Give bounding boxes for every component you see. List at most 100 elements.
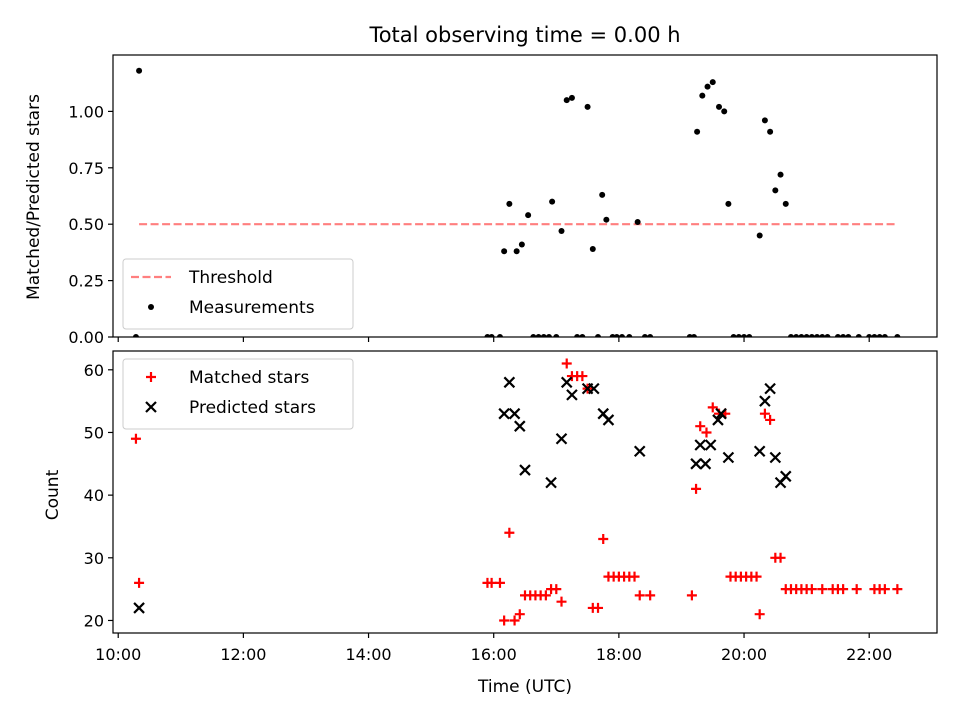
y-tick-label: 60 (84, 361, 104, 380)
data-point (715, 407, 727, 420)
data-point (595, 334, 602, 337)
data-point (613, 334, 620, 337)
data-point (793, 334, 800, 337)
data-point (556, 596, 567, 607)
data-point (866, 334, 873, 337)
data-point (699, 92, 706, 99)
data-point (709, 79, 716, 86)
x-tick-label: 10:00 (95, 645, 141, 664)
data-point (691, 483, 702, 494)
axes-frame (112, 350, 938, 634)
x-tick-label: 20:00 (721, 645, 767, 664)
x-tick-label: 12:00 (220, 645, 266, 664)
data-point (577, 371, 588, 382)
data-point (588, 382, 600, 395)
data-point (808, 334, 815, 337)
data-point (641, 334, 648, 337)
data-point (574, 334, 581, 337)
data-point (725, 200, 732, 207)
data-point (513, 248, 520, 255)
data-point (712, 414, 724, 426)
data-point (699, 458, 712, 470)
y-tick-label: 0.75 (68, 159, 104, 178)
data-point (519, 464, 531, 476)
data-point (561, 358, 572, 369)
data-point (894, 334, 901, 337)
legend-box (122, 258, 354, 330)
data-point (690, 334, 697, 337)
data-point (765, 414, 776, 425)
data-point (130, 433, 141, 444)
legend: Matched stars Predicted stars (122, 358, 354, 430)
data-point (506, 200, 513, 207)
data-point (695, 421, 706, 432)
data-point (133, 602, 145, 614)
y-tick-label: 50 (84, 423, 104, 442)
data-point (540, 590, 551, 601)
y-axis-label-top: Matched/Predicted stars (24, 94, 44, 300)
data-point (767, 128, 774, 135)
data-point (798, 334, 805, 337)
data-point (779, 470, 792, 483)
x-tick-label: 14:00 (345, 645, 391, 664)
data-point (777, 171, 784, 178)
data-point (589, 246, 596, 253)
legend-label: Matched stars (189, 368, 309, 388)
data-point (555, 432, 568, 445)
data-point (686, 590, 697, 601)
data-point (834, 334, 841, 337)
series-predicted-stars (133, 376, 792, 614)
data-point (540, 334, 547, 337)
data-point (690, 458, 702, 470)
legend-box (122, 358, 354, 430)
axes-frame (112, 54, 938, 338)
legend-label: Threshold (188, 268, 273, 288)
data-point (518, 241, 525, 248)
data-point (814, 334, 821, 337)
data-point (840, 334, 847, 337)
data-point (545, 334, 552, 337)
plot-area-top: 0.00 0.25 0.50 0.75 1.00 Threshold Measurement… (68, 54, 938, 347)
data-point (817, 584, 828, 595)
data-point (634, 590, 645, 601)
data-point (530, 334, 537, 337)
legend-label: Measurements (189, 298, 315, 318)
y-tick-label: 40 (84, 486, 104, 505)
data-point (566, 389, 578, 401)
data-point (775, 552, 786, 563)
data-point (551, 584, 562, 595)
data-point (602, 414, 615, 426)
data-point (558, 227, 565, 234)
data-point (134, 577, 145, 588)
data-point (803, 334, 810, 337)
data-point (525, 212, 532, 219)
data-point (694, 439, 707, 451)
data-point (753, 445, 766, 458)
data-point (722, 451, 735, 464)
y-tick-label: 1.00 (68, 102, 104, 121)
data-point (879, 584, 890, 595)
data-point (568, 94, 575, 101)
data-point (838, 584, 849, 595)
data-point (508, 407, 521, 420)
y-tick-label: 0.25 (68, 272, 104, 291)
data-point (498, 407, 510, 420)
plot-area-bottom: 20 30 40 50 60 10:00 12:00 14:00 16:00 18:00 20:00… (84, 350, 938, 664)
legend-label: Predicted stars (189, 398, 316, 418)
data-point (535, 334, 542, 337)
x-tick-label: 18:00 (596, 645, 642, 664)
data-point (549, 198, 556, 205)
data-point (735, 334, 742, 337)
data-point (756, 232, 763, 239)
data-point (494, 577, 505, 588)
data-point (488, 334, 495, 337)
data-point (704, 439, 717, 451)
data-point (772, 187, 779, 194)
data-point (634, 218, 641, 225)
data-point (721, 108, 728, 115)
data-point (741, 334, 748, 337)
data-point (545, 476, 557, 489)
data-point (701, 427, 712, 438)
data-point (769, 451, 782, 464)
